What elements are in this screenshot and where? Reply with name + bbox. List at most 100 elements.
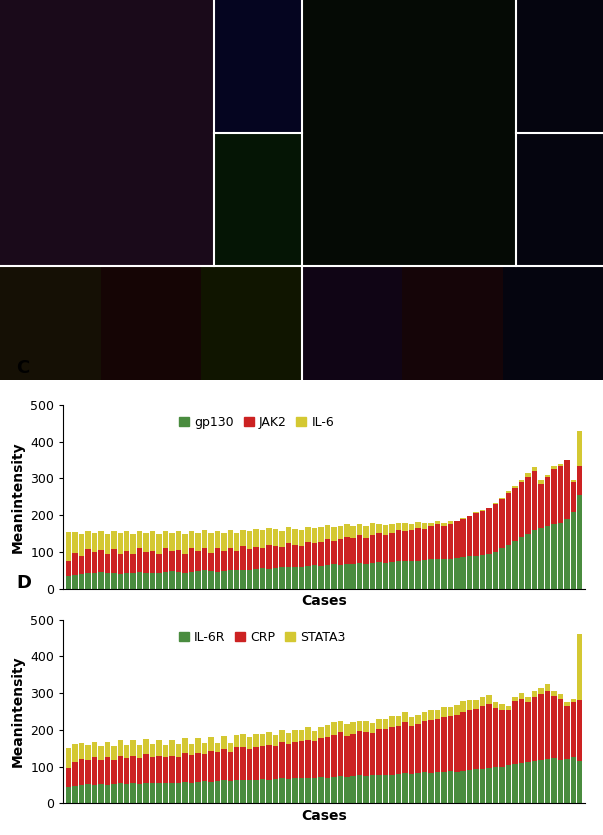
Bar (383, 730, 388, 776)
Bar (286, 543, 291, 567)
Bar (525, 762, 531, 803)
Bar (189, 755, 194, 782)
Bar (241, 530, 246, 546)
X-axis label: Cases: Cases (302, 595, 347, 608)
Bar (441, 523, 447, 526)
Bar (338, 776, 343, 803)
Bar (480, 696, 485, 706)
Bar (480, 509, 485, 511)
Bar (201, 530, 207, 549)
Bar (298, 567, 304, 589)
Bar (286, 567, 291, 589)
Bar (532, 471, 537, 530)
Bar (558, 760, 563, 803)
Bar (72, 532, 78, 553)
Bar (428, 773, 434, 803)
Bar (390, 726, 395, 775)
Bar (241, 570, 246, 589)
Bar (324, 539, 330, 565)
Bar (350, 734, 356, 776)
Bar (525, 534, 531, 589)
Bar (286, 733, 291, 744)
Bar (513, 541, 518, 589)
Bar (175, 782, 182, 803)
Bar (104, 554, 110, 573)
Bar (66, 768, 71, 787)
Bar (253, 547, 259, 569)
Bar (350, 526, 356, 538)
Bar (104, 757, 110, 785)
Bar (493, 708, 498, 767)
Bar (396, 716, 401, 726)
Bar (558, 523, 563, 589)
Bar (124, 745, 130, 758)
Bar (473, 770, 479, 803)
Text: C: C (16, 359, 30, 377)
Bar (331, 777, 336, 803)
Bar (124, 531, 130, 551)
Bar (214, 0, 302, 133)
Bar (201, 742, 207, 754)
Bar (182, 573, 188, 589)
Bar (350, 776, 356, 803)
Bar (506, 765, 511, 803)
Bar (92, 785, 97, 803)
Bar (435, 772, 440, 803)
Bar (435, 710, 440, 719)
Bar (208, 533, 213, 553)
Bar (473, 514, 479, 555)
Bar (247, 531, 253, 549)
Bar (92, 533, 97, 552)
Bar (267, 731, 272, 745)
Bar (298, 730, 304, 741)
Bar (234, 551, 239, 569)
Bar (428, 526, 434, 559)
Bar (163, 530, 168, 548)
Bar (312, 741, 317, 777)
Bar (447, 521, 453, 524)
Bar (260, 568, 265, 589)
Bar (551, 466, 557, 469)
Bar (551, 524, 557, 589)
Bar (78, 574, 84, 589)
Bar (221, 781, 227, 803)
Bar (292, 567, 298, 589)
Bar (364, 721, 369, 732)
Text: D: D (16, 574, 31, 592)
Bar (279, 567, 285, 589)
Bar (357, 524, 362, 535)
Bar (409, 524, 414, 530)
Bar (292, 778, 298, 803)
Bar (454, 521, 459, 558)
Bar (189, 548, 194, 572)
Bar (215, 752, 220, 782)
Bar (324, 777, 330, 803)
Bar (421, 529, 427, 560)
Bar (66, 748, 71, 768)
Bar (279, 730, 285, 741)
Bar (286, 744, 291, 779)
Bar (305, 542, 311, 566)
Bar (253, 780, 259, 803)
Bar (292, 741, 298, 778)
Bar (564, 706, 570, 759)
Bar (318, 777, 324, 803)
Bar (551, 469, 557, 524)
Bar (331, 735, 336, 777)
Bar (409, 530, 414, 561)
Bar (370, 535, 376, 563)
Bar (234, 736, 239, 747)
Bar (461, 519, 466, 557)
Bar (279, 547, 285, 567)
Bar (435, 559, 440, 589)
Bar (396, 561, 401, 589)
Bar (214, 133, 302, 266)
Bar (305, 778, 311, 803)
Bar (577, 431, 582, 466)
Bar (201, 570, 207, 589)
Bar (324, 726, 330, 737)
Bar (72, 574, 78, 589)
Bar (98, 549, 104, 572)
Bar (221, 749, 227, 781)
Bar (480, 706, 485, 769)
